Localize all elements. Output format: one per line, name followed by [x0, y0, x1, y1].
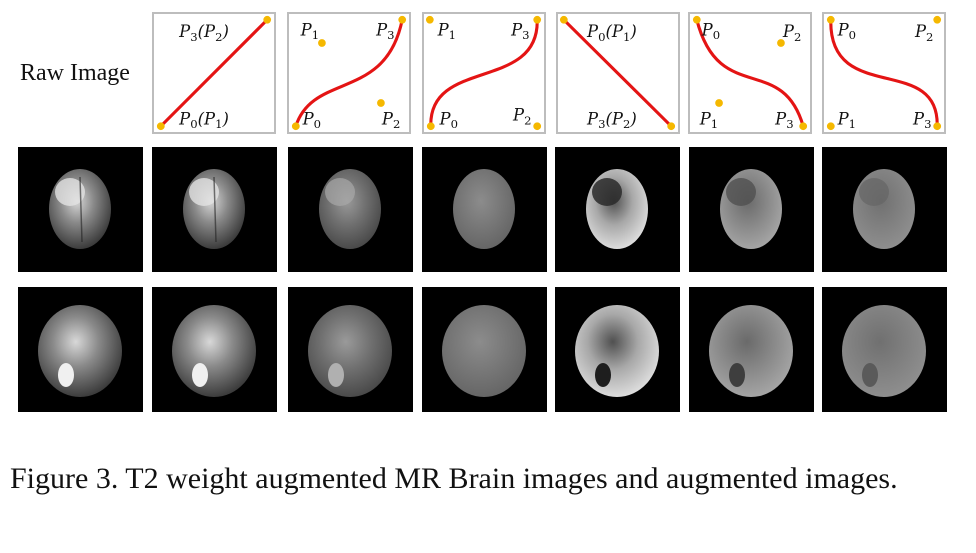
curve-panel-inverse: P0(P1) P3(P2): [556, 12, 680, 134]
control-point-p2: [533, 122, 542, 131]
curve-line: [159, 18, 269, 128]
point-label-p3: P3: [912, 109, 931, 131]
point-label-p2: P2: [381, 109, 400, 131]
brain-image-row1-aug5: [689, 147, 814, 272]
point-label-p0: P0: [439, 109, 458, 131]
control-point-p0: [156, 122, 165, 131]
control-point-p1: [715, 99, 723, 107]
curve-line: [429, 19, 539, 127]
control-point-p2: [377, 99, 385, 107]
control-point-p0: [826, 15, 835, 24]
point-label-p2: P2: [782, 22, 801, 44]
point-label-p2: P2: [512, 105, 531, 127]
control-point-p3: [398, 15, 407, 24]
brain-image-row1-aug6: [822, 147, 947, 272]
control-point-p3: [799, 122, 808, 131]
control-point-p2: [777, 39, 785, 47]
control-point-p0: [692, 15, 701, 24]
point-label-top: P3(P2): [178, 22, 229, 44]
point-label-p0: P0: [701, 20, 720, 42]
point-label-p3: P3: [774, 109, 793, 131]
curve-line: [695, 19, 805, 127]
control-point-p0: [291, 122, 300, 131]
control-point-p2: [933, 15, 942, 24]
figure-caption: Figure 3. T2 weight augmented MR Brain i…: [10, 462, 898, 495]
point-label-p1: P1: [837, 109, 856, 131]
curve-panel-s-rise: P1 P3 P0 P2: [287, 12, 411, 134]
brain-image-row2-aug5: [689, 287, 814, 412]
row-label-raw-image: Raw Image: [20, 60, 130, 86]
curve-panel-s-fall-steep: P0 P2 P1 P3: [822, 12, 946, 134]
point-label-p1: P1: [699, 109, 718, 131]
control-point-p3: [667, 122, 676, 131]
brain-image-row2-raw: [18, 287, 143, 412]
brain-image-row1-aug3: [422, 147, 547, 272]
brain-image-row2-aug3: [422, 287, 547, 412]
point-label-bottom: P3(P2): [586, 109, 637, 131]
control-point-p0: [559, 15, 568, 24]
point-label-p0: P0: [302, 109, 321, 131]
brain-image-row2-aug2: [288, 287, 413, 412]
control-point-p1: [318, 39, 326, 47]
brain-image-row1-aug2: [288, 147, 413, 272]
control-point-p3: [533, 15, 542, 24]
curve-line: [562, 18, 673, 128]
point-label-p1: P1: [437, 20, 456, 42]
control-point-p3: [933, 122, 942, 131]
point-label-p2: P2: [914, 22, 933, 44]
brain-image-row1-aug4: [555, 147, 680, 272]
point-label-p0: P0: [837, 20, 856, 42]
point-label-p3: P3: [375, 20, 394, 42]
point-label-bottom: P0(P1): [178, 109, 229, 131]
brain-image-row1-raw: [18, 147, 143, 272]
brain-image-row2-aug1: [152, 287, 277, 412]
control-point-p1: [425, 15, 434, 24]
curve-panel-s-rise-steep: P1 P3 P0 P2: [422, 12, 546, 134]
curve-panel-s-fall: P0 P2 P1 P3: [688, 12, 812, 134]
control-point-p1: [826, 122, 835, 131]
point-label-top: P0(P1): [586, 22, 637, 44]
control-point-p3: [263, 15, 272, 24]
brain-image-row2-aug4: [555, 287, 680, 412]
brain-image-row2-aug6: [822, 287, 947, 412]
curve-line: [829, 19, 939, 127]
control-point-p0: [426, 122, 435, 131]
brain-image-row1-aug1: [152, 147, 277, 272]
point-label-p3: P3: [510, 20, 529, 42]
point-label-p1: P1: [300, 20, 319, 42]
curve-panel-identity: P3(P2) P0(P1): [152, 12, 276, 134]
curve-line: [294, 19, 404, 127]
